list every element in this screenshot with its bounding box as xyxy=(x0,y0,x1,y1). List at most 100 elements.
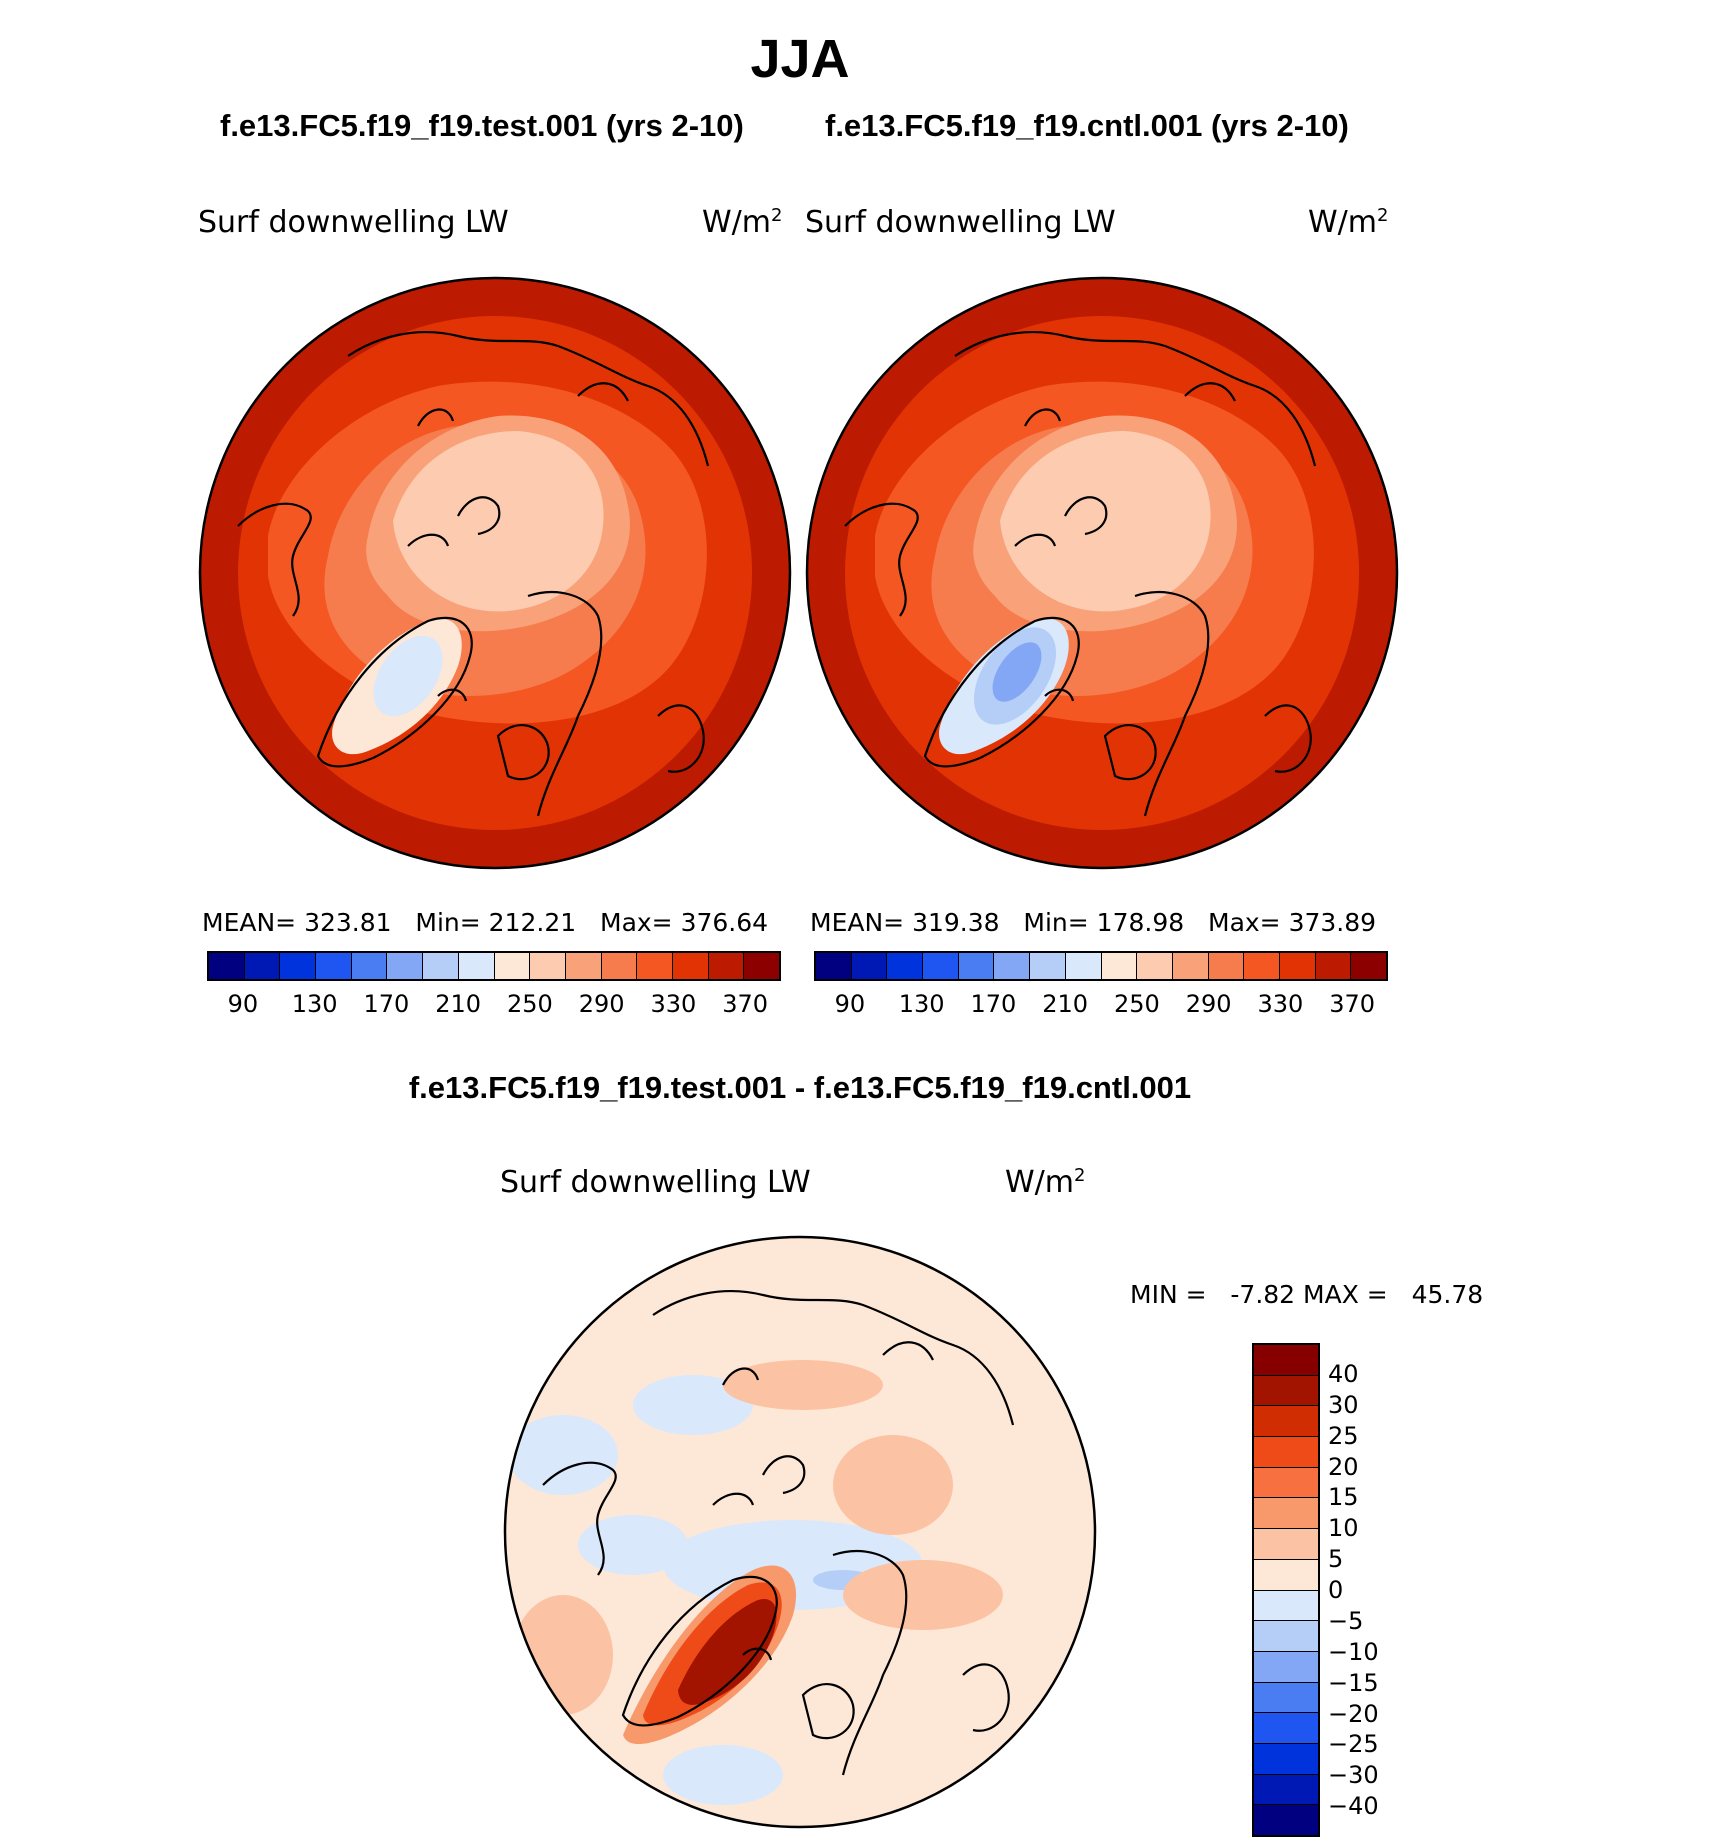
cntl-colorbar-cell xyxy=(1315,953,1352,979)
cntl-colorbar-tick: 290 xyxy=(1185,990,1232,1018)
test-case-title: f.e13.FC5.f19_f19.test.001 (yrs 2-10) xyxy=(220,108,744,143)
diff-colorbar-tick: 5 xyxy=(1328,1545,1344,1574)
cntl-colorbar-cell xyxy=(1351,953,1386,979)
diff-polar-map xyxy=(503,1235,1097,1829)
cntl-colorbar-tick: 250 xyxy=(1113,990,1160,1018)
diff-neg-patch-4 xyxy=(578,1515,688,1575)
diff-colorbar-tick: −20 xyxy=(1328,1699,1379,1728)
test-colorbar-cell xyxy=(316,953,352,979)
diff-colorbar-tick: 30 xyxy=(1328,1390,1359,1419)
cntl-colorbar-cell xyxy=(1244,953,1280,979)
test-variable-label: Surf downwelling LW xyxy=(198,205,509,240)
cntl-colorbar-cell xyxy=(1172,953,1209,979)
test-field-warm-patch xyxy=(728,316,788,376)
diff-colorbar-tick: −15 xyxy=(1328,1668,1379,1697)
diff-colorbar-tick: 0 xyxy=(1328,1576,1344,1604)
test-colorbar-cell xyxy=(209,953,245,979)
cntl-colorbar-cell xyxy=(1065,953,1102,979)
test-colorbar-cell xyxy=(387,953,424,979)
diff-colorbar-cell xyxy=(1254,1621,1318,1652)
diff-colorbar-tick: −40 xyxy=(1328,1792,1379,1821)
test-colorbar-cell xyxy=(744,953,779,979)
diff-pos-patch-3 xyxy=(513,1595,613,1715)
test-units-label: W/m2 xyxy=(702,205,783,240)
test-colorbar-cell xyxy=(672,953,709,979)
cntl-coastlines xyxy=(844,330,1317,817)
cntl-colorbar-cell xyxy=(887,953,924,979)
test-colorbar-cell xyxy=(494,953,531,979)
diff-pos-patch-4 xyxy=(723,1360,883,1410)
test-stats: MEAN= 323.81 Min= 212.21 Max= 376.64 xyxy=(202,908,769,937)
diff-colorbar-cell xyxy=(1254,1529,1318,1560)
cntl-colorbar-tick: 90 xyxy=(834,990,866,1018)
test-colorbar-cell xyxy=(423,953,459,979)
cntl-colorbar-tick: 210 xyxy=(1042,990,1089,1018)
test-colorbar-tick: 370 xyxy=(722,990,769,1018)
diff-colorbar-cell xyxy=(1254,1682,1318,1714)
diff-colorbar-cell xyxy=(1254,1590,1318,1622)
test-colorbar-tick: 250 xyxy=(506,990,553,1018)
test-colorbar-cell xyxy=(708,953,745,979)
diff-case-title: f.e13.FC5.f19_f19.test.001 - f.e13.FC5.f… xyxy=(408,1070,1192,1105)
diff-colorbar-cell xyxy=(1254,1805,1318,1835)
diff-units-label: W/m2 xyxy=(1005,1165,1086,1200)
diff-colorbar-tick: 10 xyxy=(1328,1514,1359,1543)
cntl-colorbar-tick: 170 xyxy=(970,990,1017,1018)
diff-greenland-30 xyxy=(678,1599,777,1705)
cntl-case-title: f.e13.FC5.f19_f19.cntl.001 (yrs 2-10) xyxy=(825,108,1349,143)
diff-colorbar-tick: 25 xyxy=(1328,1421,1359,1450)
diff-colorbar-cell xyxy=(1254,1774,1318,1806)
cntl-units-label: W/m2 xyxy=(1308,205,1389,240)
test-colorbar-cell xyxy=(637,953,673,979)
diff-colorbar-cell xyxy=(1254,1498,1318,1530)
diff-neg-patch-2 xyxy=(633,1375,753,1435)
diff-colorbar-cell xyxy=(1254,1743,1318,1775)
cntl-colorbar-cell xyxy=(1208,953,1245,979)
cntl-colorbar-cell xyxy=(851,953,888,979)
test-colorbar-tick: 170 xyxy=(363,990,410,1018)
diff-colorbar-cell xyxy=(1254,1713,1318,1744)
cntl-colorbar-cell xyxy=(1030,953,1066,979)
main-title: JJA xyxy=(750,29,850,89)
cntl-colorbar xyxy=(814,951,1388,981)
test-colorbar-tick: 290 xyxy=(578,990,625,1018)
diff-colorbar-tick: −10 xyxy=(1328,1637,1379,1666)
cntl-colorbar-cell xyxy=(923,953,959,979)
test-colorbar-cell xyxy=(244,953,281,979)
test-colorbar-cell xyxy=(530,953,566,979)
test-colorbar-tick: 130 xyxy=(291,990,338,1018)
cntl-colorbar-tick: 130 xyxy=(898,990,945,1018)
diff-colorbar-cell xyxy=(1254,1467,1318,1499)
cntl-colorbar-cell xyxy=(994,953,1031,979)
cntl-colorbar-cell xyxy=(816,953,852,979)
cntl-map-border xyxy=(805,276,1399,870)
test-colorbar-cell xyxy=(565,953,602,979)
test-colorbar-cell xyxy=(601,953,638,979)
diff-colorbar-cell xyxy=(1254,1375,1318,1407)
cntl-colorbar-cell xyxy=(958,953,995,979)
cntl-polar-map xyxy=(805,276,1399,870)
test-colorbar-tick: 330 xyxy=(650,990,697,1018)
test-polar-map xyxy=(198,276,792,870)
test-map-border xyxy=(198,276,792,870)
diff-colorbar-cell xyxy=(1254,1437,1318,1468)
cntl-colorbar-cell xyxy=(1137,953,1173,979)
diff-colorbar-tick: −30 xyxy=(1328,1761,1379,1790)
diff-pos-patch-1 xyxy=(833,1435,953,1535)
diff-colorbar-cell xyxy=(1254,1559,1318,1591)
diff-neg-patch-5 xyxy=(663,1745,783,1805)
cntl-colorbar-ticks: 90 130 170 210 250 290 330 370 xyxy=(814,990,1388,1020)
cntl-stats: MEAN= 319.38 Min= 178.98 Max= 373.89 xyxy=(810,908,1377,937)
test-coastlines xyxy=(237,330,710,817)
cntl-colorbar-cell xyxy=(1279,953,1316,979)
cntl-variable-label: Surf downwelling LW xyxy=(805,205,1116,240)
cntl-field-greenland-min xyxy=(992,642,1042,702)
diff-colorbar-tick: −5 xyxy=(1328,1606,1364,1635)
diff-colorbar-cell xyxy=(1254,1406,1318,1438)
diff-variable-label: Surf downwelling LW xyxy=(500,1165,811,1200)
test-colorbar-tick: 210 xyxy=(435,990,482,1018)
diff-colorbar xyxy=(1252,1343,1320,1837)
test-colorbar-cell xyxy=(458,953,495,979)
test-colorbar-cell xyxy=(280,953,317,979)
test-colorbar-tick: 90 xyxy=(227,990,259,1018)
